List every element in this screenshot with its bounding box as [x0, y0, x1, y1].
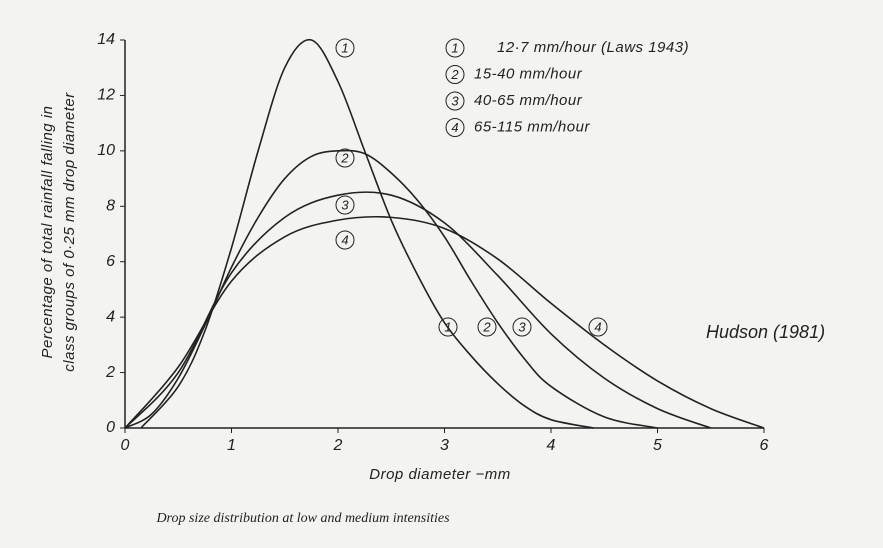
curve-label-circle [335, 195, 355, 215]
x-tick-label: 6 [760, 437, 769, 454]
legend-marker-circle [445, 65, 465, 84]
y-tick-label: 4 [106, 308, 115, 325]
curve-label: 4 [594, 319, 601, 334]
y-tick-label: 12 [97, 87, 115, 104]
x-tick-label: 5 [653, 437, 662, 454]
x-tick-label: 3 [440, 437, 449, 454]
legend-marker: 2 [450, 67, 459, 82]
curve-label-circle [335, 148, 355, 168]
y-tick-label: 0 [106, 419, 115, 436]
curve-label-circle [512, 317, 532, 337]
series-line [124, 149, 658, 429]
curve-label: 3 [518, 319, 526, 334]
legend-label: 65-115 mm/hour [474, 118, 590, 135]
series-line [140, 38, 594, 429]
annotation: Hudson (1981) [706, 322, 825, 342]
legend-label: 12·7 mm/hour (Laws 1943) [497, 39, 689, 56]
x-axis-label: Drop diameter −mm [369, 466, 510, 483]
legend-marker: 4 [451, 120, 458, 135]
x-tick-label: 0 [121, 437, 130, 454]
x-tick-label: 4 [547, 437, 556, 454]
y-tick-label: 2 [105, 364, 115, 381]
curve-label: 1 [341, 40, 348, 55]
legend-label: 40-65 mm/hour [474, 92, 583, 109]
series-line [124, 191, 712, 429]
curve-label: 3 [341, 197, 349, 212]
curve-label: 1 [444, 319, 451, 334]
legend-marker: 3 [451, 93, 459, 108]
series-line [124, 215, 765, 429]
legend-marker-circle [445, 38, 465, 58]
curve-label-circle [335, 230, 355, 250]
legend-marker-circle [445, 91, 465, 111]
y-axis-label: class groups of 0·25 mm drop diameter [61, 92, 78, 372]
x-tick-label: 2 [333, 437, 343, 454]
legend-marker: 1 [451, 40, 458, 55]
x-tick-label: 1 [227, 437, 236, 454]
caption: Drop size distribution at low and medium… [155, 511, 450, 526]
curve-label-circle [438, 317, 458, 337]
y-axis-label: Percentage of total rainfall falling in [39, 106, 56, 359]
curve-label: 2 [340, 150, 349, 165]
curve-label-circle [588, 317, 608, 337]
legend-marker-circle [445, 118, 465, 137]
curve-label-circle [477, 317, 497, 337]
curve-label: 4 [341, 232, 348, 247]
y-tick-label: 14 [97, 31, 115, 48]
curve-label-circle [335, 38, 355, 58]
curve-label: 2 [482, 319, 491, 334]
y-tick-label: 6 [106, 253, 115, 270]
y-tick-label: 10 [97, 142, 115, 159]
y-tick-label: 8 [106, 198, 115, 215]
legend-label: 15-40 mm/hour [474, 65, 583, 82]
